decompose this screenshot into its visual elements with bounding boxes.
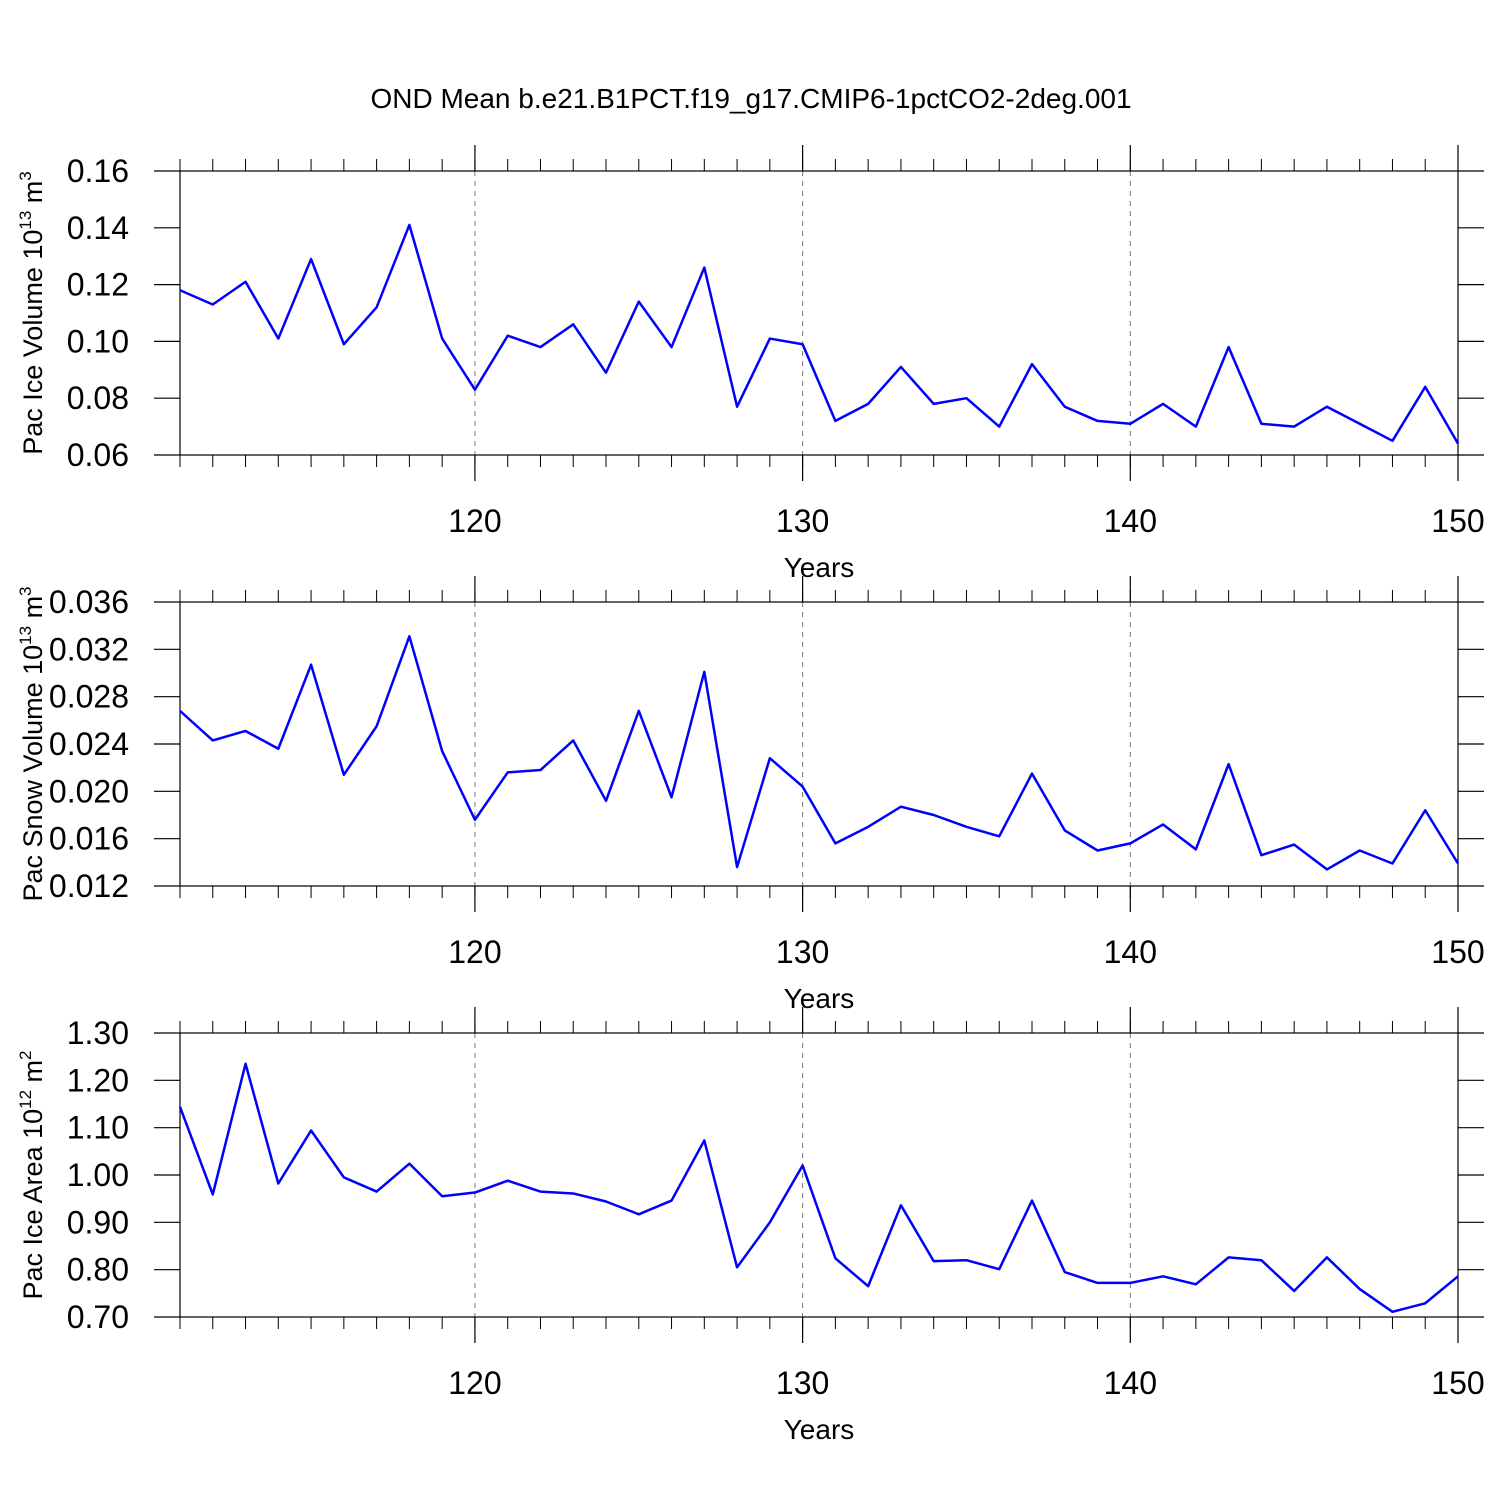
y-tick-label: 0.028 — [49, 679, 129, 715]
x-tick-label: 150 — [1431, 503, 1484, 539]
y-axis-label-part: m — [18, 1060, 48, 1090]
y-axis-label-part: m — [18, 181, 48, 211]
y-tick-label: 1.30 — [67, 1015, 129, 1051]
panel: 120 130 140 150 0.70 0.80 0.90 1.00 1.10 1.20 1.30… — [16, 1007, 1485, 1445]
x-tick-label: 120 — [448, 1365, 501, 1401]
x-tick-label: 150 — [1431, 1365, 1484, 1401]
y-tick-label: 0.08 — [67, 380, 129, 416]
x-tick-label: 140 — [1104, 1365, 1157, 1401]
y-tick-label: 0.14 — [67, 210, 129, 246]
y-tick-label: 0.032 — [49, 631, 129, 667]
y-tick-label: 0.80 — [67, 1252, 129, 1288]
x-tick-label: 140 — [1104, 503, 1157, 539]
x-tick-label: 120 — [448, 934, 501, 970]
y-axis-label-superscript: 3 — [16, 586, 35, 595]
y-tick-label: 0.016 — [49, 821, 129, 857]
y-axis-label-part: Pac Snow Volume 10 — [18, 645, 48, 902]
y-tick-label: 0.16 — [67, 153, 129, 189]
data-line — [179, 635, 1460, 871]
x-tick-label: 120 — [448, 503, 501, 539]
data-line — [179, 223, 1460, 445]
x-tick-label: 150 — [1431, 934, 1484, 970]
panel: 120 130 140 150 0.06 0.08 0.10 0.12 0.14 0.16 Year… — [16, 145, 1485, 583]
x-axis-label: Years — [784, 552, 855, 583]
y-tick-label: 0.036 — [49, 584, 129, 620]
y-axis-label: Pac Snow Volume 1013 m3 — [16, 586, 48, 901]
y-axis-label: Pac Ice Volume 1013 m3 — [16, 171, 48, 455]
x-tick-label: 130 — [776, 934, 829, 970]
x-tick-label: 130 — [776, 503, 829, 539]
y-tick-label: 0.12 — [67, 267, 129, 303]
x-tick-label: 140 — [1104, 934, 1157, 970]
y-axis-label-superscript: 3 — [16, 171, 35, 180]
y-axis-label-superscript: 13 — [16, 211, 35, 230]
y-axis-label-superscript: 13 — [16, 626, 35, 645]
x-tick-label: 130 — [776, 1365, 829, 1401]
y-tick-label: 0.012 — [49, 868, 129, 904]
y-axis-label: Pac Ice Area 1012 m2 — [16, 1050, 48, 1299]
y-axis-label-superscript: 12 — [16, 1090, 35, 1109]
x-axis-label: Years — [784, 983, 855, 1014]
y-tick-label: 0.020 — [49, 773, 129, 809]
plot-frame — [179, 601, 1459, 887]
y-tick-label: 1.20 — [67, 1062, 129, 1098]
y-tick-label: 0.10 — [67, 323, 129, 359]
y-axis-label-part: Pac Ice Volume 10 — [18, 230, 48, 455]
y-axis-label-part: Pac Ice Area 10 — [18, 1109, 48, 1300]
data-line — [178, 1062, 1459, 1314]
y-axis-label-part: m — [18, 596, 48, 626]
y-tick-label: 1.10 — [67, 1110, 129, 1146]
y-tick-label: 0.024 — [49, 726, 129, 762]
y-tick-label: 0.70 — [67, 1299, 129, 1335]
plot-frame — [179, 1032, 1459, 1318]
y-tick-label: 1.00 — [67, 1157, 129, 1193]
panel: 120 130 140 150 0.012 0.016 0.020 0.024 0.028 0.0… — [16, 576, 1485, 1014]
x-axis-label: Years — [784, 1414, 855, 1445]
plot-frame — [179, 170, 1459, 456]
figure-title: OND Mean b.e21.B1PCT.f19_g17.CMIP6-1pctC… — [370, 83, 1131, 114]
y-axis-label-superscript: 2 — [16, 1050, 35, 1059]
y-tick-label: 0.06 — [67, 437, 129, 473]
y-tick-label: 0.90 — [67, 1204, 129, 1240]
